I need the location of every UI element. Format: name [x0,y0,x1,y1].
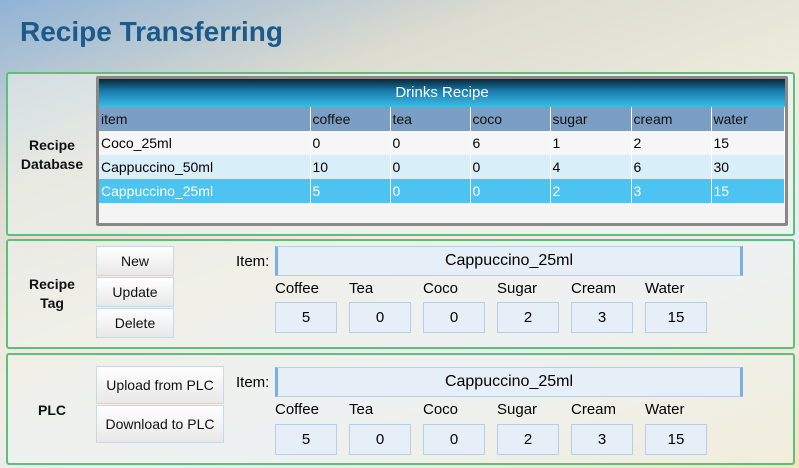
coco-label: Coco [423,280,459,297]
cell-tea: 0 [390,155,471,179]
cream-label: Cream [571,401,617,418]
coco-field[interactable]: 0 [423,302,485,333]
cell-water: 30 [711,155,785,179]
column-header-sugar[interactable]: sugar [550,107,632,131]
tea-label: Tea [349,401,374,418]
item-label: Item: [236,253,270,270]
update-button[interactable]: Update [96,277,174,307]
cream-field[interactable]: 3 [571,302,633,333]
label-line: Recipe [29,137,75,153]
water-label: Water [645,280,685,297]
column-header-item[interactable]: item [99,107,311,131]
cell-tea: 0 [390,179,471,203]
recipe-table: item coffee tea coco sugar cream water Coco_25… [99,107,785,203]
column-header-coco[interactable]: coco [470,107,551,131]
item-label: Item: [236,374,270,391]
page-title: Recipe Transferring [20,16,283,47]
table-row[interactable]: Cappuccino_25ml 5 0 0 2 3 15 [99,179,785,203]
recipe-tag-panel: Recipe Tag New Update Delete Item: Cappu… [6,239,795,349]
column-header-tea[interactable]: tea [390,107,471,131]
sugar-label: Sugar [497,280,538,297]
cell-water: 15 [711,131,785,155]
cell-item: Cappuccino_25ml [99,179,311,203]
sugar-label: Sugar [497,401,538,418]
table-row[interactable]: Coco_25ml 0 0 6 1 2 15 [99,131,785,155]
cell-sugar: 2 [550,179,632,203]
grid-title: Drinks Recipe [99,79,785,107]
cell-item: Cappuccino_50ml [99,155,311,179]
label-line: Tag [40,295,64,311]
cell-water: 15 [711,179,785,203]
cream-label: Cream [571,280,617,297]
tea-field[interactable]: 0 [349,424,411,455]
upload-from-plc-button[interactable]: Upload from PLC [96,366,224,404]
cream-field[interactable]: 3 [571,424,633,455]
tea-field[interactable]: 0 [349,302,411,333]
download-to-plc-button[interactable]: Download to PLC [96,405,224,443]
cell-coffee: 0 [310,131,391,155]
sugar-field[interactable]: 2 [497,424,559,455]
cell-coffee: 5 [310,179,391,203]
cell-sugar: 4 [550,155,632,179]
water-field[interactable]: 15 [645,424,707,455]
coffee-field[interactable]: 5 [275,302,337,333]
cell-item: Coco_25ml [99,131,311,155]
cell-cream: 3 [631,179,712,203]
tag-item-input[interactable]: Cappuccino_25ml [275,246,743,276]
label-line: Recipe [29,276,75,292]
drinks-recipe-grid[interactable]: Drinks Recipe item coffee tea coco sugar crea… [96,76,788,226]
cell-coco: 6 [470,131,551,155]
tea-label: Tea [349,280,374,297]
cell-coco: 0 [470,155,551,179]
cell-sugar: 1 [550,131,632,155]
cell-cream: 6 [631,155,712,179]
coffee-field[interactable]: 5 [275,424,337,455]
recipe-tag-label: Recipe Tag [14,275,90,313]
new-button[interactable]: New [96,246,174,276]
cell-coco: 0 [470,179,551,203]
water-field[interactable]: 15 [645,302,707,333]
cell-tea: 0 [390,131,471,155]
plc-label: PLC [38,402,66,418]
column-header-cream[interactable]: cream [631,107,712,131]
column-header-coffee[interactable]: coffee [310,107,391,131]
recipe-database-panel: Recipe Database Drinks Recipe item coffee… [6,72,795,236]
plc-panel: PLC Upload from PLC Download to PLC Item… [6,353,795,465]
coffee-label: Coffee [275,401,319,418]
coffee-label: Coffee [275,280,319,297]
delete-button[interactable]: Delete [96,308,174,338]
recipe-database-label: Recipe Database [14,136,90,174]
column-header-water[interactable]: water [711,107,785,131]
table-row[interactable]: Cappuccino_50ml 10 0 0 4 6 30 [99,155,785,179]
cell-coffee: 10 [310,155,391,179]
water-label: Water [645,401,685,418]
sugar-field[interactable]: 2 [497,302,559,333]
label-line: Database [20,156,84,172]
coco-field[interactable]: 0 [423,424,485,455]
coco-label: Coco [423,401,459,418]
cell-cream: 2 [631,131,712,155]
plc-item-input[interactable]: Cappuccino_25ml [275,367,743,397]
